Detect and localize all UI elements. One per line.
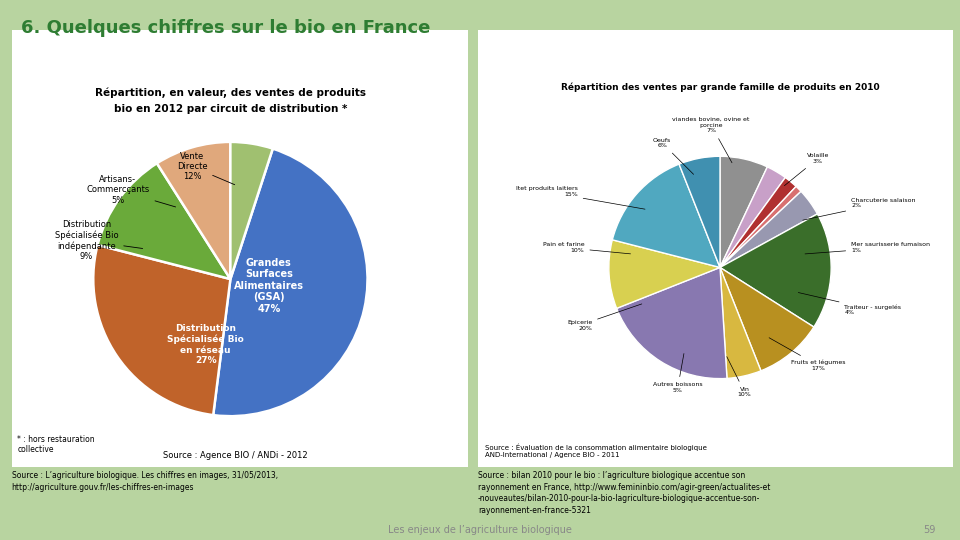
Text: Source : Évaluation de la consommation alimentaire biologique
AND-International : Source : Évaluation de la consommation a…	[485, 444, 707, 458]
Text: Vin
10%: Vin 10%	[727, 356, 752, 397]
Text: Distribution
Spécialisée Bio
en réseau
27%: Distribution Spécialisée Bio en réseau 2…	[167, 325, 244, 365]
Wedge shape	[720, 267, 814, 371]
Wedge shape	[720, 186, 801, 267]
Wedge shape	[720, 156, 767, 267]
Text: Mer saurisserie fumaison
1%: Mer saurisserie fumaison 1%	[805, 242, 930, 254]
Text: 59: 59	[924, 524, 936, 535]
Wedge shape	[720, 214, 831, 327]
Text: 6. Quelques chiffres sur le bio en France: 6. Quelques chiffres sur le bio en Franc…	[21, 19, 430, 37]
Wedge shape	[679, 156, 720, 267]
Wedge shape	[720, 267, 761, 379]
Wedge shape	[609, 240, 720, 308]
Text: bio en 2012 par circuit de distribution *: bio en 2012 par circuit de distribution …	[113, 104, 348, 114]
Text: Les enjeux de l’agriculture biologique: Les enjeux de l’agriculture biologique	[388, 524, 572, 535]
Text: Traiteur - surgelés
4%: Traiteur - surgelés 4%	[799, 293, 901, 315]
Title: Répartition des ventes par grande famille de produits en 2010: Répartition des ventes par grande famill…	[561, 82, 879, 92]
Text: Autres boissons
5%: Autres boissons 5%	[653, 354, 703, 393]
Text: Source : Agence BIO / ANDi - 2012: Source : Agence BIO / ANDi - 2012	[163, 451, 307, 460]
Wedge shape	[720, 167, 785, 267]
Text: Charcuterie salaison
2%: Charcuterie salaison 2%	[803, 198, 916, 220]
Wedge shape	[156, 142, 230, 279]
Text: Fruits et légumes
17%: Fruits et légumes 17%	[769, 338, 845, 371]
Text: Distribution
Spécialisée Bio
indépendante
9%: Distribution Spécialisée Bio indépendant…	[55, 220, 143, 261]
Wedge shape	[616, 267, 727, 379]
Wedge shape	[720, 178, 796, 267]
Wedge shape	[720, 191, 817, 267]
Text: * : hors restauration
collective: * : hors restauration collective	[17, 435, 95, 454]
Text: Vente
Directe
12%: Vente Directe 12%	[177, 152, 234, 185]
Text: Epicerie
20%: Epicerie 20%	[567, 304, 642, 330]
Text: Oeufs
6%: Oeufs 6%	[653, 138, 693, 174]
Text: Répartition, en valeur, des ventes de produits: Répartition, en valeur, des ventes de pr…	[95, 87, 366, 98]
Text: Source : bilan 2010 pour le bio : l’agriculture biologique accentue son
rayonnem: Source : bilan 2010 pour le bio : l’agri…	[478, 471, 771, 515]
Text: ltet produits laitiers
15%: ltet produits laitiers 15%	[516, 186, 645, 209]
Text: Source : L’agriculture biologique. Les chiffres en images, 31/05/2013,
http://ag: Source : L’agriculture biologique. Les c…	[12, 471, 277, 492]
Wedge shape	[230, 142, 273, 279]
Wedge shape	[213, 148, 368, 416]
Text: Artisans-
Commercçants
5%: Artisans- Commercçants 5%	[86, 175, 176, 207]
Text: Pain et farine
10%: Pain et farine 10%	[542, 242, 631, 254]
Text: Grandes
Surfaces
Alimentaires
(GSA)
47%: Grandes Surfaces Alimentaires (GSA) 47%	[234, 258, 303, 314]
Text: Volaille
3%: Volaille 3%	[784, 153, 829, 186]
Text: viandes bovine, ovine et
porcine
7%: viandes bovine, ovine et porcine 7%	[672, 117, 750, 163]
Wedge shape	[98, 163, 230, 279]
Wedge shape	[612, 164, 720, 267]
Wedge shape	[93, 245, 230, 415]
